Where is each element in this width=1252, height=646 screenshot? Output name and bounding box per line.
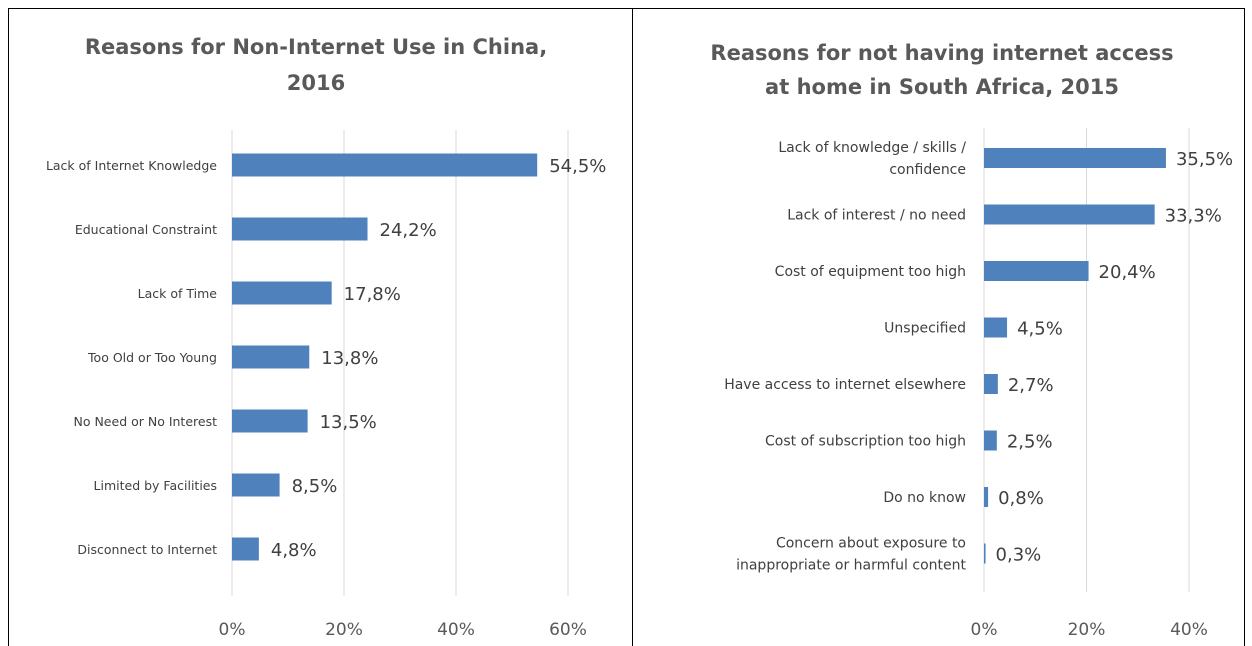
bar-2 [232,281,332,305]
south-africa-bar-chart: 0% 20% 40% 35,5% Lack of knowledge / skills … [724,128,1233,640]
data-label-5: 2,5% [1007,432,1053,453]
category-label-2: Lack of Time [138,286,218,301]
category-label-5: Cost of subscription too high [765,434,966,450]
x-tick-label-2: 40% [437,620,475,640]
category-label-7-line-0: Concern about exposure to [776,536,966,552]
category-label-3: Too Old or Too Young [87,350,217,365]
x-tick-label-0: 0% [219,620,246,640]
bar-6 [984,487,989,507]
bar-0 [984,148,1166,168]
category-label-4: No Need or No Interest [73,414,217,429]
data-label-5: 8,5% [292,476,338,497]
data-label-7: 0,3% [996,545,1042,566]
china-bar-chart: 0% 20% 40% 60% 54,5% Lack of Internet Knowled… [46,130,606,640]
bar-2 [984,261,1089,281]
data-label-2: 20,4% [1099,262,1156,283]
bar-5 [984,430,997,451]
data-label-4: 13,5% [320,412,377,433]
data-label-1: 33,3% [1165,206,1222,227]
data-label-3: 4,5% [1017,319,1063,340]
south-africa-chart-panel: Reasons for not having internet access a… [632,0,1252,646]
data-label-2: 17,8% [344,284,401,305]
data-label-3: 13,8% [321,348,378,369]
frame-divider [632,8,633,646]
category-label-0-line-0: Lack of knowledge / skills / [778,140,966,156]
category-label-3: Unspecified [884,321,966,337]
data-label-6: 4,8% [271,540,317,561]
chart-title-line-2: at home in South Africa, 2015 [765,75,1119,99]
chart-title-line-1: Reasons for not having internet access [710,41,1174,65]
category-label-5: Limited by Facilities [94,478,217,493]
x-tick-label-3: 60% [549,620,587,640]
category-label-4: Have access to internet elsewhere [724,377,966,393]
x-tick-label-0: 0% [971,620,998,640]
bar-1 [984,204,1155,225]
bar-5 [232,473,280,497]
data-label-0: 54,5% [549,156,606,177]
chart-title-line-2: 2016 [286,71,346,95]
category-label-0: Lack of Internet Knowledge [46,158,217,173]
category-label-7-line-1: inappropriate or harmful content [736,558,966,574]
bar-3 [232,345,310,369]
category-label-1: Lack of interest / no need [787,208,966,224]
category-label-0-line-1: confidence [889,162,966,178]
data-label-1: 24,2% [380,220,437,241]
chart-title-line-1: Reasons for Non-Internet Use in China, [84,35,548,59]
category-label-6: Do no know [883,490,966,506]
data-label-4: 2,7% [1008,375,1054,396]
bar-1 [232,217,368,241]
data-label-0: 35,5% [1176,149,1233,170]
bar-3 [984,317,1008,338]
bar-0 [232,153,538,177]
frame-left-border [8,8,9,646]
data-label-6: 0,8% [998,488,1044,509]
bar-4 [232,409,308,433]
category-label-6: Disconnect to Internet [77,542,217,557]
category-label-2: Cost of equipment too high [775,264,966,280]
bar-4 [984,374,998,394]
x-tick-label-1: 20% [325,620,363,640]
category-label-1: Educational Constraint [75,222,217,237]
china-chart-panel: Reasons for Non-Internet Use in China, 2… [46,35,606,640]
x-tick-label-1: 20% [1068,620,1106,640]
bar-6 [232,537,259,561]
x-tick-label-2: 40% [1170,620,1208,640]
bar-7 [984,543,986,564]
frame-top-border [8,8,1244,9]
frame-right-border [1244,8,1245,646]
